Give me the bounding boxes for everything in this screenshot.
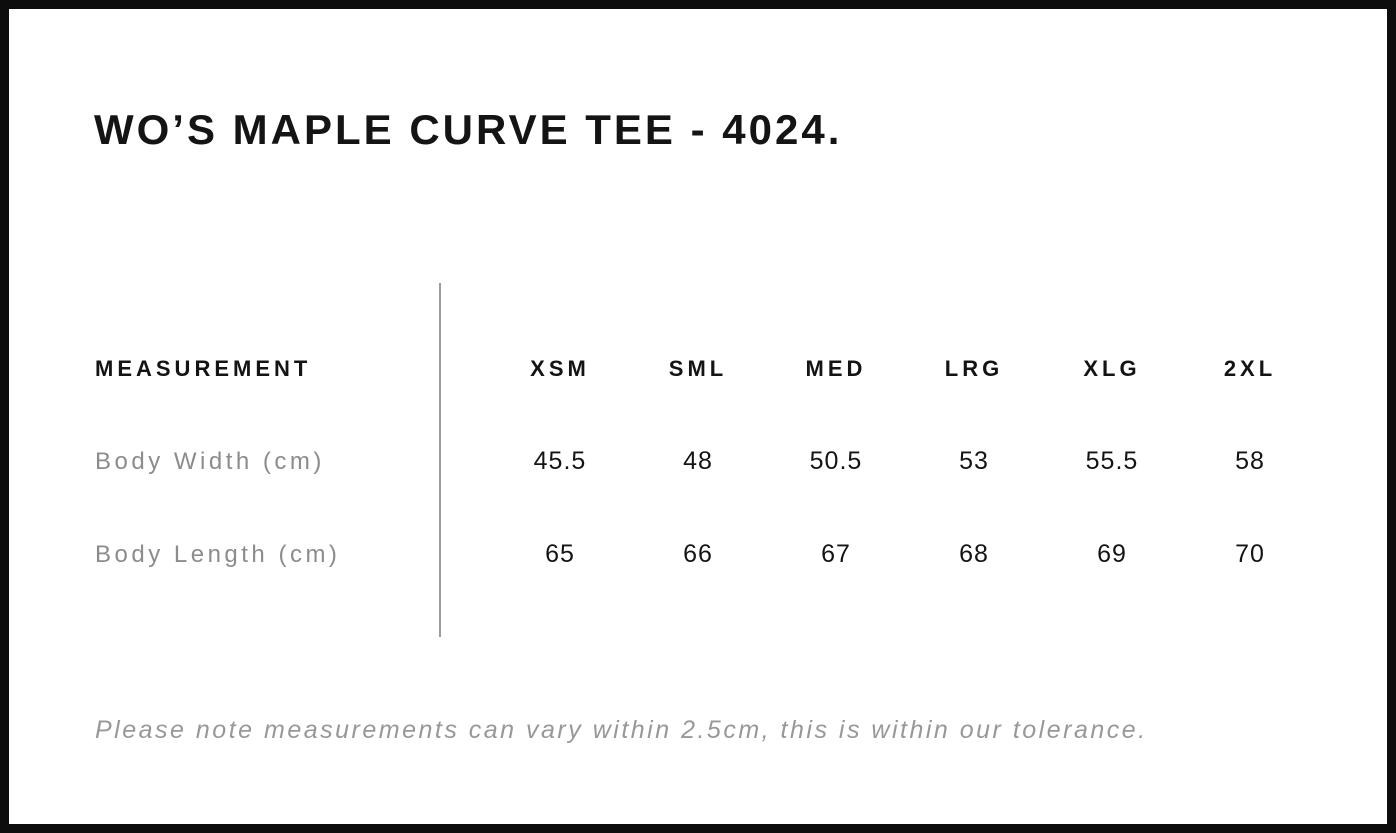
body-width-lrg: 53 (959, 447, 989, 475)
body-length-xsm: 65 (545, 540, 575, 568)
size-header-med: MED (805, 355, 867, 381)
body-width-xlg: 55.5 (1085, 447, 1139, 475)
measurement-column-header: MEASUREMENT (95, 355, 312, 381)
body-width-2xl: 58 (1235, 447, 1265, 475)
body-length-2xl: 70 (1235, 540, 1265, 568)
table-divider-line (439, 283, 441, 637)
body-length-sml: 66 (683, 540, 713, 568)
body-length-xlg: 69 (1097, 540, 1127, 568)
size-header-xsm: XSM (530, 355, 590, 381)
size-header-lrg: LRG (944, 355, 1004, 381)
page-title: WO’S MAPLE CURVE TEE - 4024. (94, 106, 843, 153)
size-header-2xl: 2XL (1223, 355, 1277, 381)
size-header-xlg: XLG (1083, 355, 1141, 381)
tolerance-note: Please note measurements can vary within… (95, 716, 1148, 744)
row-label-body-width: Body Width (cm) (95, 447, 325, 475)
body-width-sml: 48 (683, 447, 713, 475)
body-length-med: 67 (821, 540, 851, 568)
body-length-lrg: 68 (959, 540, 989, 568)
size-header-sml: SML (668, 355, 728, 381)
size-chart-table: MEASUREMENT XSM SML MED LRG XLG 2XL Body… (95, 322, 1319, 601)
row-label-body-length: Body Length (cm) (95, 540, 341, 568)
body-width-xsm: 45.5 (533, 447, 587, 475)
body-width-med: 50.5 (809, 447, 863, 475)
